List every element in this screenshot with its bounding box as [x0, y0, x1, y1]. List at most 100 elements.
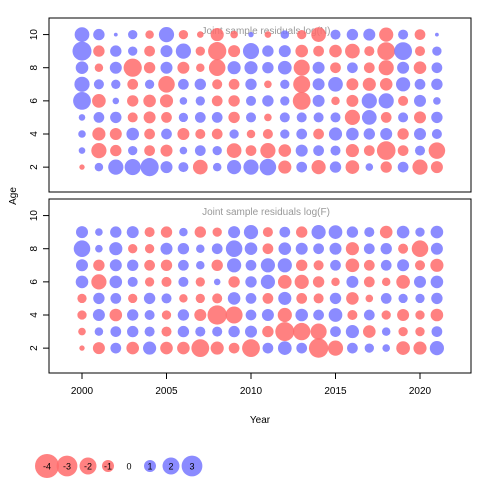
residual-bubble [109, 128, 122, 140]
residual-bubble [413, 341, 427, 355]
residual-bubble [432, 46, 442, 56]
residual-bubble [92, 309, 105, 321]
residual-bubble [194, 226, 206, 238]
residual-bubble [311, 225, 326, 240]
residual-bubble [396, 341, 410, 355]
residual-bubble [313, 112, 324, 123]
residual-bubble [242, 339, 260, 357]
residual-bubble [415, 227, 425, 237]
y-tick-label: 4 [29, 312, 40, 318]
residual-bubble [260, 258, 275, 273]
residual-bubble [244, 61, 258, 75]
residual-bubble [73, 240, 91, 257]
residual-bubble [279, 112, 290, 123]
residual-bubble [212, 293, 223, 304]
residual-bubble [211, 243, 223, 255]
residual-bubble [330, 62, 341, 74]
residual-bubble [126, 226, 139, 239]
residual-bubble [109, 259, 122, 272]
residual-bubble [344, 109, 360, 125]
residual-bubble [195, 128, 206, 140]
residual-bubble [248, 31, 254, 38]
residual-bubble [195, 293, 205, 304]
residual-bubble [124, 159, 141, 176]
residual-bubble [293, 75, 311, 93]
residual-bubble [179, 227, 188, 237]
residual-bubble [264, 80, 272, 89]
residual-bubble [262, 325, 274, 338]
residual-bubble [429, 341, 444, 356]
residual-bubble [93, 112, 105, 123]
residual-bubble [95, 244, 103, 253]
residual-bubble [161, 276, 172, 287]
y-tick-label: 10 [29, 29, 40, 41]
residual-bubble [261, 309, 274, 321]
residual-bubble [381, 277, 391, 287]
residual-bubble [260, 274, 275, 289]
residual-bubble [158, 27, 175, 43]
residual-bubble [413, 61, 427, 74]
x-tick-label: 2020 [409, 386, 432, 397]
residual-bubble [127, 276, 138, 287]
residual-bubble [430, 275, 444, 289]
residual-bubble [212, 162, 222, 172]
residual-bubble [308, 338, 329, 358]
residual-bubble [296, 128, 308, 140]
residual-bubble [227, 160, 242, 175]
residual-bubble [278, 242, 292, 255]
residual-bubble [361, 93, 377, 109]
residual-bubble [379, 78, 393, 91]
residual-bubble [398, 95, 409, 106]
residual-bubble [177, 243, 190, 255]
residual-bubble [277, 258, 292, 273]
residual-bubble [228, 276, 240, 288]
residual-bubble [77, 293, 87, 304]
residual-bubble [364, 227, 375, 238]
x-axis-label: Year [250, 415, 271, 426]
residual-bubble [363, 325, 376, 338]
residual-bubble [262, 62, 274, 74]
residual-bubble [245, 293, 257, 304]
residual-bubble [144, 259, 155, 271]
residual-bubble [414, 128, 426, 140]
residual-bubble [275, 322, 295, 342]
legend-label: 1 [147, 462, 152, 472]
residual-bubble [264, 31, 272, 38]
residual-bubble [296, 293, 308, 304]
residual-bubble [295, 44, 308, 58]
residual-bubble [313, 128, 324, 140]
residual-bubble [79, 345, 85, 351]
residual-bubble [128, 244, 138, 254]
residual-bubble [144, 326, 155, 337]
residual-bubble [93, 259, 105, 271]
size-legend: -4 -3 -2 -1 0 1 2 3 [35, 454, 203, 478]
residual-bubble [330, 259, 341, 271]
residual-bubble [226, 143, 242, 158]
residual-bubble [294, 274, 309, 289]
residual-bubble [365, 163, 374, 171]
residual-bubble [346, 292, 359, 305]
residual-bubble [78, 327, 86, 336]
residual-bubble [345, 43, 360, 59]
residual-bubble [212, 145, 222, 156]
residual-bubble [313, 45, 324, 57]
residual-bubble [208, 42, 227, 61]
residual-bubble [377, 42, 396, 60]
residual-bubble [127, 95, 139, 107]
residual-bubble [74, 76, 90, 92]
residual-bubble [228, 45, 241, 58]
legend-bubble [102, 460, 114, 472]
residual-bubble [178, 29, 189, 40]
residual-bubble [109, 242, 123, 256]
residual-bubble [110, 326, 122, 337]
legend-label: -3 [63, 462, 71, 472]
residual-bubble [95, 228, 103, 236]
residual-bubble [296, 161, 308, 173]
residual-bubble [192, 159, 208, 175]
residual-bubble [292, 92, 311, 110]
residual-bubble [297, 29, 307, 40]
residual-bubble [347, 342, 358, 354]
residual-bubble [128, 46, 138, 56]
residual-bubble [92, 342, 105, 355]
residual-bubble [345, 325, 359, 339]
